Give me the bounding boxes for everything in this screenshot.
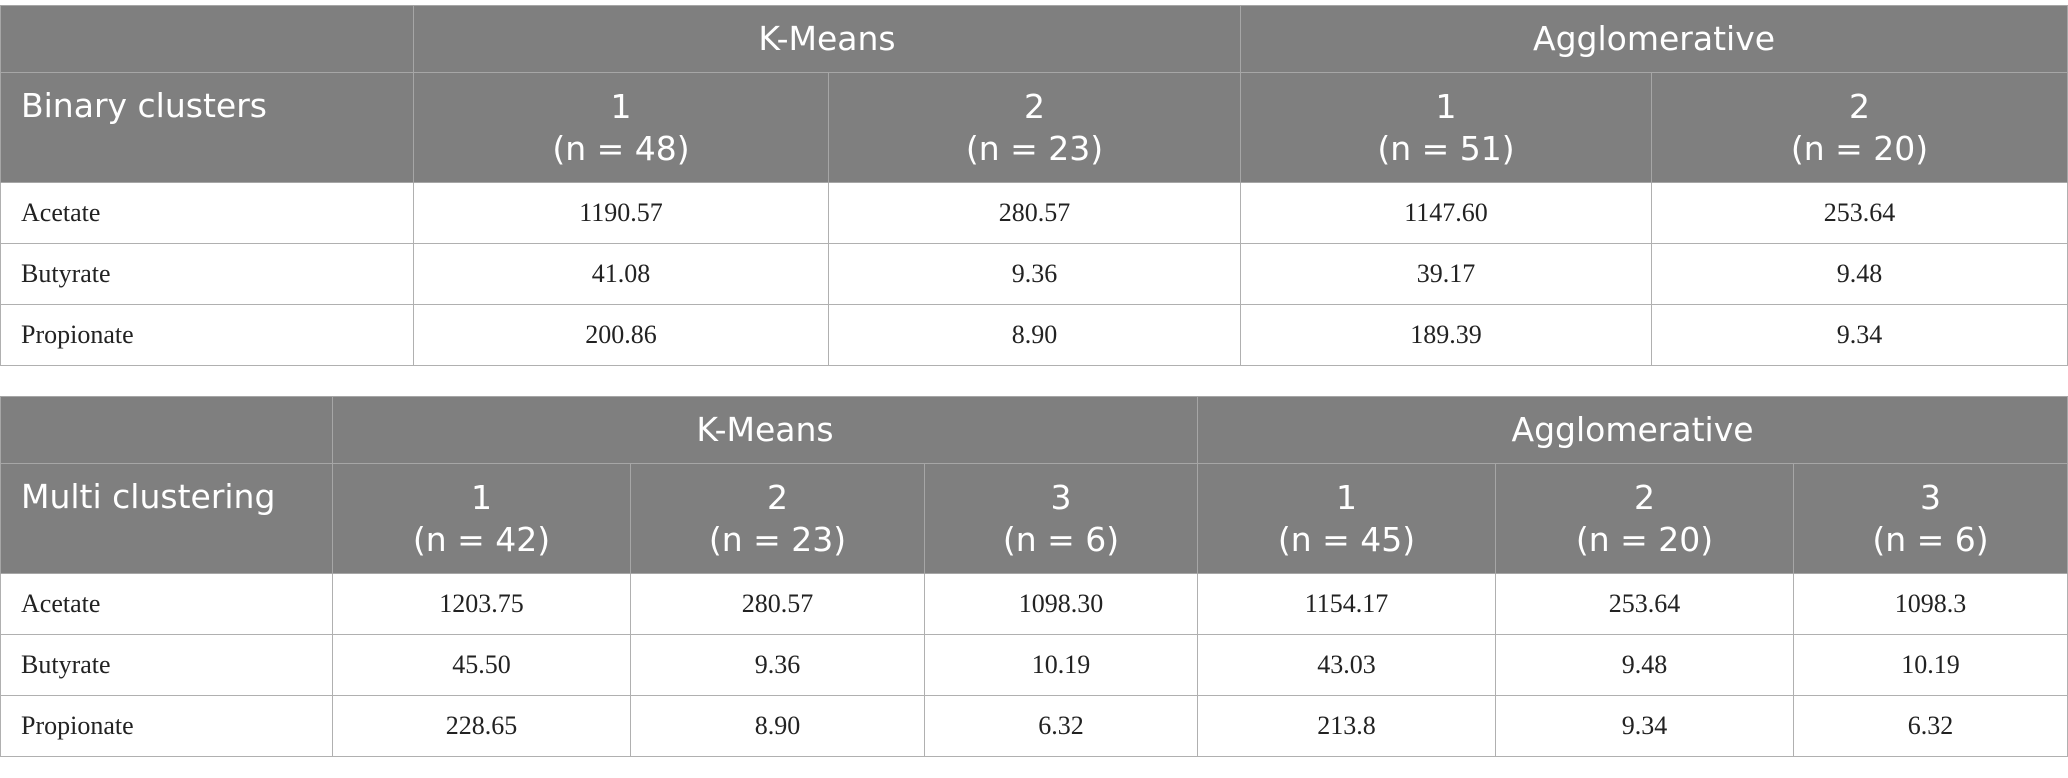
cell: 280.57 bbox=[827, 182, 1242, 244]
row-label: Propionate bbox=[0, 695, 333, 757]
column-label: 3 bbox=[1050, 477, 1072, 517]
cell: 8.90 bbox=[827, 304, 1242, 366]
column-header: 1 (n = 42) bbox=[332, 463, 631, 574]
cell: 253.64 bbox=[1495, 573, 1795, 635]
column-label: 2 bbox=[767, 477, 788, 517]
column-count: (n = 20) bbox=[1790, 128, 1929, 168]
body-row: Acetate 1190.57 280.57 1147.60 253.64 bbox=[0, 182, 2068, 244]
cell: 9.48 bbox=[1651, 243, 2068, 305]
cell: 189.39 bbox=[1240, 304, 1653, 366]
cell: 1098.3 bbox=[1793, 573, 2068, 635]
body-row: Butyrate 41.08 9.36 39.17 9.48 bbox=[0, 243, 2068, 305]
column-header: 2 (n = 23) bbox=[630, 463, 925, 574]
column-header: 3 (n = 6) bbox=[1793, 463, 2068, 574]
cell: 1147.60 bbox=[1240, 182, 1653, 244]
corner-label: Binary clusters bbox=[0, 72, 414, 183]
cell: 10.19 bbox=[923, 634, 1199, 696]
column-count: (n = 6) bbox=[1002, 519, 1120, 559]
cell: 8.90 bbox=[630, 695, 925, 757]
column-count: (n = 48) bbox=[552, 128, 690, 168]
column-header: 1 (n = 45) bbox=[1197, 463, 1497, 574]
cell: 9.34 bbox=[1651, 304, 2068, 366]
group-header: K-Means bbox=[331, 396, 1199, 464]
cell: 200.86 bbox=[413, 304, 829, 366]
row-label: Butyrate bbox=[0, 634, 333, 696]
cell: 6.32 bbox=[923, 695, 1199, 757]
column-header: 2 (n = 20) bbox=[1651, 72, 2068, 183]
corner-label: Multi clustering bbox=[0, 463, 333, 574]
cell: 213.8 bbox=[1197, 695, 1497, 757]
column-label: 2 bbox=[1024, 86, 1045, 126]
column-label: 1 bbox=[471, 477, 492, 517]
column-label: 2 bbox=[1634, 477, 1656, 517]
column-header: 1 (n = 51) bbox=[1240, 72, 1653, 183]
column-header: 2 (n = 23) bbox=[827, 72, 1242, 183]
row-label: Butyrate bbox=[0, 243, 414, 305]
cell: 9.36 bbox=[630, 634, 925, 696]
column-header: 1 (n = 48) bbox=[413, 72, 829, 183]
cell: 41.08 bbox=[413, 243, 829, 305]
column-label: 1 bbox=[1336, 477, 1358, 517]
cell: 253.64 bbox=[1651, 182, 2068, 244]
cell: 1203.75 bbox=[332, 573, 631, 635]
column-count: (n = 42) bbox=[412, 519, 551, 559]
cell: 1098.30 bbox=[923, 573, 1199, 635]
column-label: 1 bbox=[1435, 86, 1457, 126]
group-header-row: K-Means Agglomerative bbox=[0, 5, 2068, 73]
column-count: (n = 23) bbox=[708, 519, 847, 559]
group-header: Agglomerative bbox=[1197, 396, 2068, 464]
body-row: Propionate 228.65 8.90 6.32 213.8 9.34 6.32 bbox=[0, 695, 2068, 757]
data-table: K-Means Agglomerative Binary clusters 1 (n =… bbox=[0, 5, 2068, 366]
column-count: (n = 20) bbox=[1575, 519, 1714, 559]
cell: 45.50 bbox=[332, 634, 631, 696]
row-label: Propionate bbox=[0, 304, 414, 366]
cell: 1190.57 bbox=[413, 182, 829, 244]
cell: 10.19 bbox=[1793, 634, 2068, 696]
corner-blank bbox=[0, 396, 333, 464]
data-table: K-Means Agglomerative Multi clustering 1 (n … bbox=[0, 396, 2068, 757]
body-row: Acetate 1203.75 280.57 1098.30 1154.17 253.64… bbox=[0, 573, 2068, 635]
group-header: Agglomerative bbox=[1240, 5, 2068, 73]
group-header: K-Means bbox=[412, 5, 1242, 73]
column-header-row: Multi clustering 1 (n = 42) 2 (n = 23) 3 (n = … bbox=[0, 463, 2068, 574]
cell: 39.17 bbox=[1240, 243, 1653, 305]
body-row: Propionate 200.86 8.90 189.39 9.34 bbox=[0, 304, 2068, 366]
cell: 280.57 bbox=[630, 573, 925, 635]
column-header-row: Binary clusters 1 (n = 48) 2 (n = 23) 1 (n = 5… bbox=[0, 72, 2068, 183]
column-header: 3 (n = 6) bbox=[923, 463, 1199, 574]
column-header: 2 (n = 20) bbox=[1495, 463, 1795, 574]
corner-blank bbox=[0, 5, 414, 73]
group-header-row: K-Means Agglomerative bbox=[0, 396, 2068, 464]
column-label: 2 bbox=[1849, 86, 1871, 126]
body-row: Butyrate 45.50 9.36 10.19 43.03 9.48 10.19 bbox=[0, 634, 2068, 696]
column-label: 1 bbox=[610, 86, 632, 126]
cell: 9.36 bbox=[827, 243, 1242, 305]
cell: 9.34 bbox=[1495, 695, 1795, 757]
column-count: (n = 6) bbox=[1872, 519, 1989, 559]
column-count: (n = 23) bbox=[965, 128, 1104, 168]
column-count: (n = 51) bbox=[1377, 128, 1515, 168]
cell: 228.65 bbox=[332, 695, 631, 757]
column-count: (n = 45) bbox=[1277, 519, 1416, 559]
column-label: 3 bbox=[1920, 477, 1942, 517]
cell: 43.03 bbox=[1197, 634, 1497, 696]
cell: 1154.17 bbox=[1197, 573, 1497, 635]
cell: 9.48 bbox=[1495, 634, 1795, 696]
row-label: Acetate bbox=[0, 182, 414, 244]
cell: 6.32 bbox=[1793, 695, 2068, 757]
row-label: Acetate bbox=[0, 573, 333, 635]
